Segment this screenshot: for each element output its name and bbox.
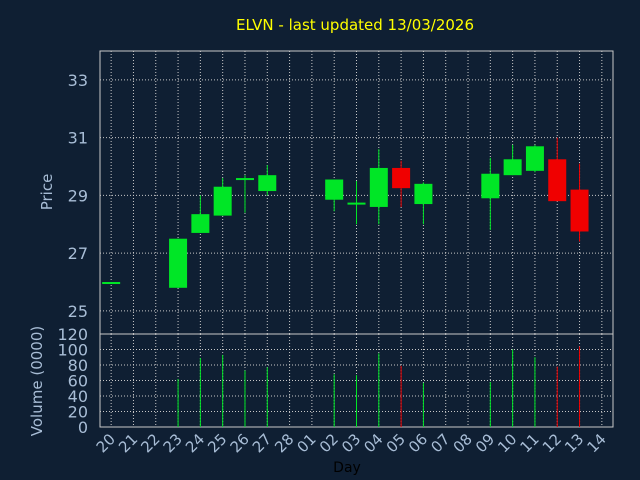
chart-title: ELVN - last updated 13/03/2026 (236, 16, 474, 34)
candle-body (503, 159, 522, 176)
volume-tick-label: 40 (68, 387, 88, 406)
candle-body (570, 189, 589, 232)
candle (414, 182, 433, 225)
candle (258, 165, 277, 196)
candle-body (392, 167, 411, 189)
price-tick-label: 27 (68, 244, 88, 263)
candle (169, 238, 188, 288)
candle-body (169, 238, 188, 288)
candle-body (258, 175, 277, 192)
candle-body (235, 178, 254, 181)
candle (369, 149, 388, 225)
candle-body (213, 186, 232, 216)
candle (325, 179, 344, 212)
candle (235, 175, 254, 213)
candlestick-series (102, 137, 589, 288)
volume-tick-label: 100 (57, 341, 88, 360)
volume-axis-label: Volume (0000) (28, 326, 46, 436)
price-axis-label: Price (38, 174, 56, 211)
candle (481, 157, 500, 231)
volume-tick-label: 0 (78, 418, 88, 437)
candle (191, 195, 210, 233)
price-tick-label: 29 (68, 186, 88, 205)
candle-body (191, 214, 210, 233)
candle (570, 163, 589, 242)
price-tick-label: 33 (68, 71, 88, 90)
x-axis: 2021222324252627280102030405060708091011… (93, 430, 610, 456)
volume-tick-label: 80 (68, 356, 88, 375)
candle-body (481, 173, 500, 199)
candle-body (369, 167, 388, 207)
candle (525, 144, 544, 173)
price-axis: 25 27 29 31 33 (68, 71, 88, 321)
candle (392, 160, 411, 207)
volume-tick-label: 20 (68, 403, 88, 422)
x-axis-label: Day (333, 460, 361, 476)
candle-body (102, 282, 121, 285)
volume-series (177, 346, 581, 427)
candle (548, 137, 567, 202)
price-panel: 25 27 29 31 33 Price (38, 50, 614, 335)
candle (503, 144, 522, 176)
volume-tick-label: 60 (68, 372, 88, 391)
candle-body (414, 183, 433, 205)
candle (102, 282, 121, 285)
candle-body (548, 159, 567, 202)
volume-tick-label: 120 (57, 325, 88, 344)
candle-body (525, 146, 544, 171)
candle (213, 178, 232, 216)
candle-body (325, 179, 344, 200)
candle (347, 180, 366, 225)
price-tick-label: 25 (68, 302, 88, 321)
candle-body (347, 202, 366, 205)
price-tick-label: 31 (68, 129, 88, 148)
